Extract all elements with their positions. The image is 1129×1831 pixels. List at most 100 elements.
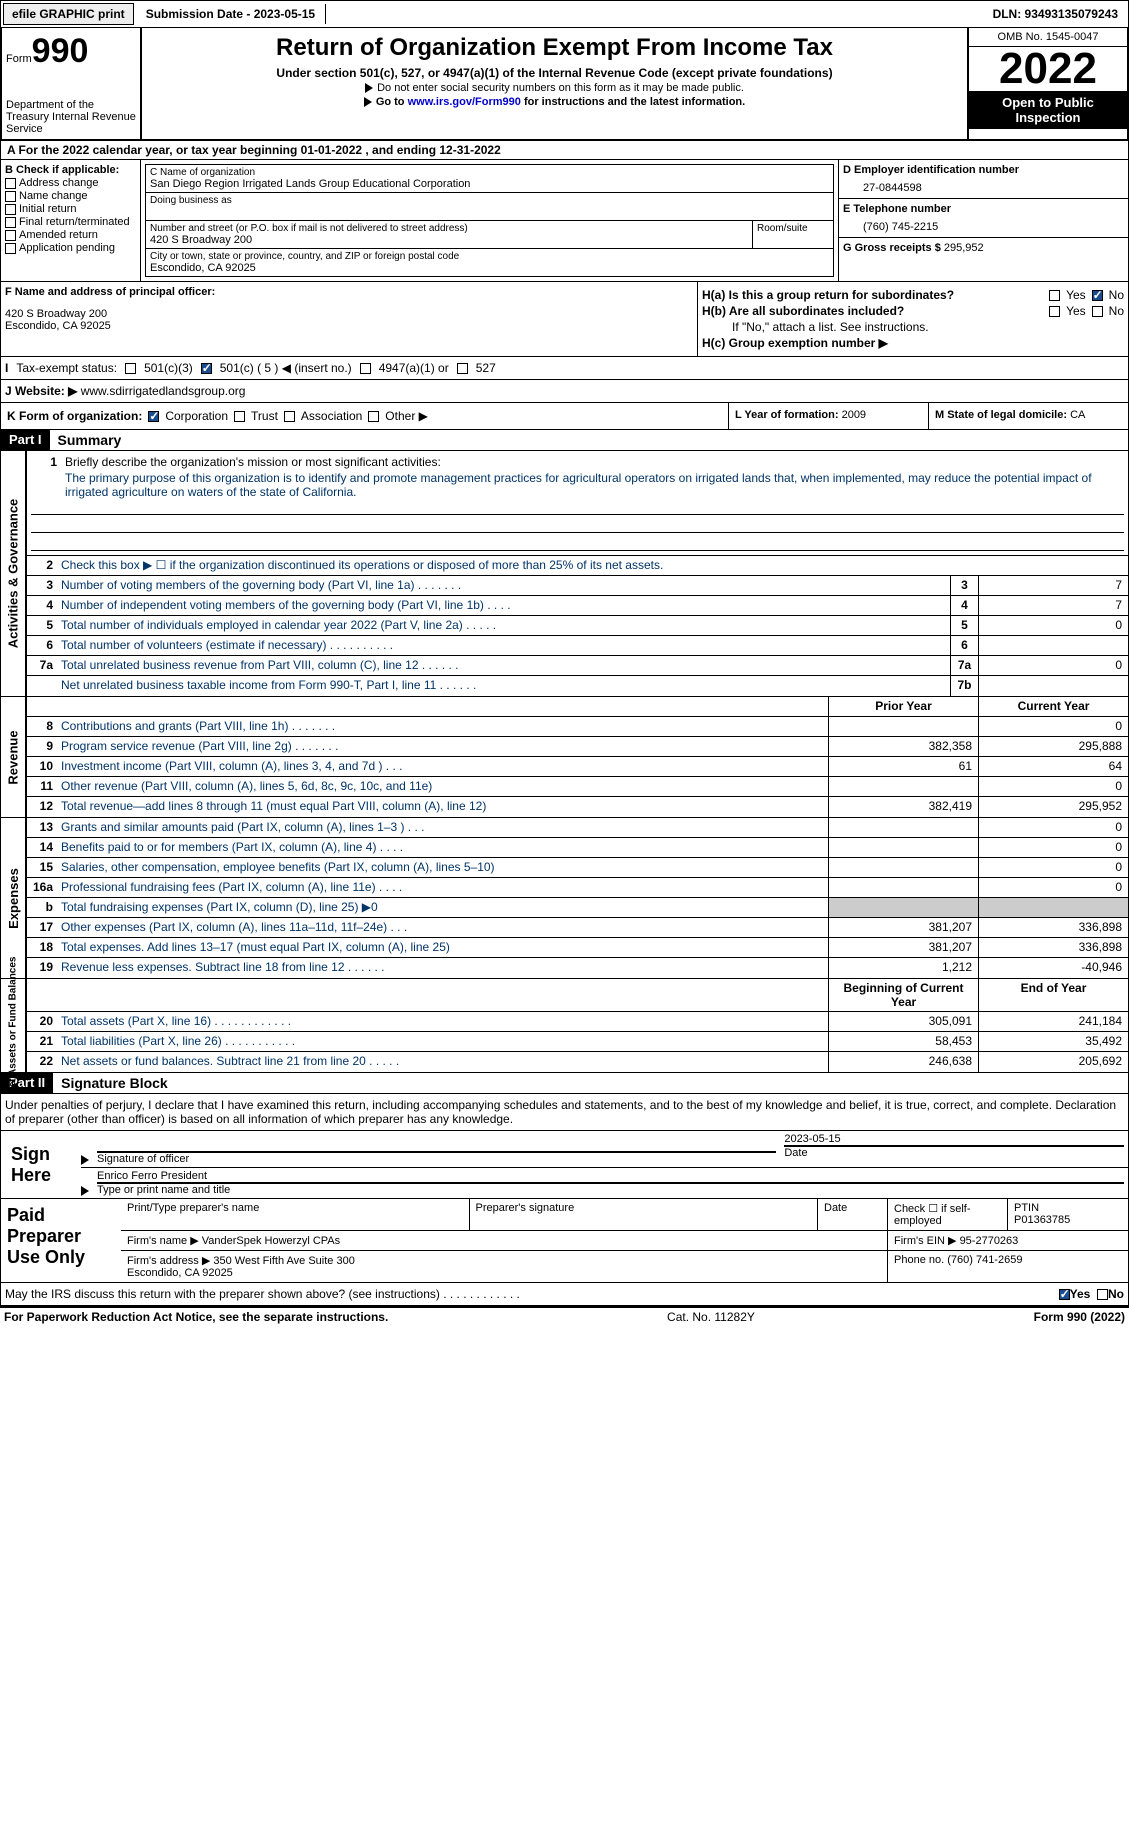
hb-no[interactable] [1092,306,1103,317]
year: 2022 [969,47,1127,91]
city-lbl: City or town, state or province, country… [150,251,829,262]
ha-no[interactable] [1092,290,1103,301]
firm-lbl: Firm's name ▶ [127,1235,199,1247]
top-bar: efile GRAPHIC print Submission Date - 20… [0,0,1129,28]
ptin-lbl: PTIN [1014,1202,1039,1214]
hb-lbl: H(b) Are all subordinates included? [702,304,904,318]
firm-ein-lbl: Firm's EIN ▶ [894,1235,957,1247]
row-j: J Website: ▶ www.sdirrigatedlandsgroup.o… [0,380,1129,403]
table-row: bTotal fundraising expenses (Part IX, co… [27,898,1128,918]
ptin: P01363785 [1014,1214,1070,1226]
website: www.sdirrigatedlandsgroup.org [77,384,245,398]
prior-hdr: Prior Year [828,697,978,716]
chk-501c3[interactable] [125,363,136,374]
officer-name: Enrico Ferro President [97,1170,1124,1182]
l-lbl: L Year of formation: [735,409,839,421]
table-row: 15Salaries, other compensation, employee… [27,858,1128,878]
firm-name: VanderSpek Howerzyl CPAs [202,1235,340,1247]
row-i: ITax-exempt status: 501(c)(3) 501(c) ( 5… [0,357,1129,380]
k-lbl: K Form of organization: [7,409,142,423]
phone-lbl: Phone no. [894,1254,944,1266]
ha-yes[interactable] [1049,290,1060,301]
section-activities: Activities & Governance 1Briefly describ… [0,451,1129,697]
col-c: C Name of organizationSan Diego Region I… [141,160,838,281]
prep-sig-lbl: Preparer's signature [470,1199,819,1230]
sig-officer-lbl: Signature of officer [97,1151,776,1165]
side-rev: Revenue [6,730,21,784]
v7a: 0 [978,656,1128,675]
form-header: Form990 Department of the Treasury Inter… [0,28,1129,141]
efile-print[interactable]: efile GRAPHIC print [3,3,134,25]
v5: 0 [978,616,1128,635]
part2-header: Part II Signature Block [0,1073,1129,1094]
table-row: 13Grants and similar amounts paid (Part … [27,818,1128,838]
f-lbl: F Name and address of principal officer: [5,286,215,298]
chk-other[interactable] [368,411,379,422]
l6: Total number of volunteers (estimate if … [57,636,950,655]
form-number: Form990 [6,32,136,71]
hb-yes[interactable] [1049,306,1060,317]
year-formed: 2009 [842,409,866,421]
table-row: 17Other expenses (Part IX, column (A), l… [27,918,1128,938]
subtitle-2b: Go to www.irs.gov/Form990 for instructio… [148,96,961,108]
end-hdr: End of Year [978,979,1128,1011]
may-yes[interactable] [1059,1289,1070,1300]
l7a: Total unrelated business revenue from Pa… [57,656,950,675]
firm-ein: 95-2770263 [960,1235,1019,1247]
chk-address[interactable]: Address change [5,177,136,189]
chk-corp[interactable] [148,411,159,422]
print-lbl: Print/Type preparer's name [121,1199,470,1230]
footer-right: Form 990 (2022) [1034,1310,1125,1324]
v4: 7 [978,596,1128,615]
section-revenue: Revenue Prior YearCurrent Year 8Contribu… [0,697,1129,818]
may-txt: May the IRS discuss this return with the… [5,1287,1059,1301]
chk-amended[interactable]: Amended return [5,229,136,241]
paid-preparer: Paid Preparer Use Only [1,1199,121,1282]
may-no[interactable] [1097,1289,1108,1300]
chk-527[interactable] [457,363,468,374]
sig-date-val: 2023-05-15 [784,1133,1124,1145]
dba-lbl: Doing business as [150,195,829,206]
section-net: Net Assets or Fund Balances Beginning of… [0,979,1129,1073]
irs-link[interactable]: www.irs.gov/Form990 [408,96,521,108]
table-row: 14Benefits paid to or for members (Part … [27,838,1128,858]
chk-final[interactable]: Final return/terminated [5,216,136,228]
row-a: A For the 2022 calendar year, or tax yea… [0,141,1129,160]
chk-initial[interactable]: Initial return [5,203,136,215]
chk-pending[interactable]: Application pending [5,242,136,254]
org-name: San Diego Region Irrigated Lands Group E… [150,178,829,190]
part1-title: Summary [50,430,130,450]
part1-header: Part I Summary [0,430,1129,451]
side-net: Net Assets or Fund Balances [8,956,19,1094]
c-name-lbl: C Name of organization [150,167,829,178]
hb2: If "No," attach a list. See instructions… [702,320,1124,334]
table-row: 18Total expenses. Add lines 13–17 (must … [27,938,1128,958]
table-row: 19Revenue less expenses. Subtract line 1… [27,958,1128,978]
chk-trust[interactable] [234,411,245,422]
row-fh: F Name and address of principal officer:… [0,282,1129,357]
part1-tag: Part I [1,430,50,450]
i-lbl: Tax-exempt status: [16,361,117,375]
col-d: D Employer identification number27-08445… [838,160,1128,281]
ha-lbl: H(a) Is this a group return for subordin… [702,288,954,302]
street: 420 S Broadway 200 [150,234,748,246]
city: Escondido, CA 92025 [150,262,829,274]
footer-mid: Cat. No. 11282Y [388,1310,1033,1324]
paid-preparer-block: Paid Preparer Use Only Print/Type prepar… [0,1199,1129,1283]
may-irs-row: May the IRS discuss this return with the… [0,1283,1129,1306]
table-row: 22Net assets or fund balances. Subtract … [27,1052,1128,1072]
chk-name[interactable]: Name change [5,190,136,202]
j-lbl: J Website: ▶ [5,384,77,398]
chk-assoc[interactable] [284,411,295,422]
table-row: 12Total revenue—add lines 8 through 11 (… [27,797,1128,817]
subtitle-2a: Do not enter social security numbers on … [148,82,961,94]
firm-addr-lbl: Firm's address ▶ [127,1255,210,1267]
self-emp[interactable]: Check ☐ if self-employed [888,1199,1008,1230]
chk-501c[interactable] [201,363,212,374]
chk-4947[interactable] [360,363,371,374]
v6 [978,636,1128,655]
l2: Check this box ▶ ☐ if the organization d… [57,556,1128,575]
current-hdr: Current Year [978,697,1128,716]
part2-title: Signature Block [53,1073,176,1093]
table-row: 10Investment income (Part VIII, column (… [27,757,1128,777]
